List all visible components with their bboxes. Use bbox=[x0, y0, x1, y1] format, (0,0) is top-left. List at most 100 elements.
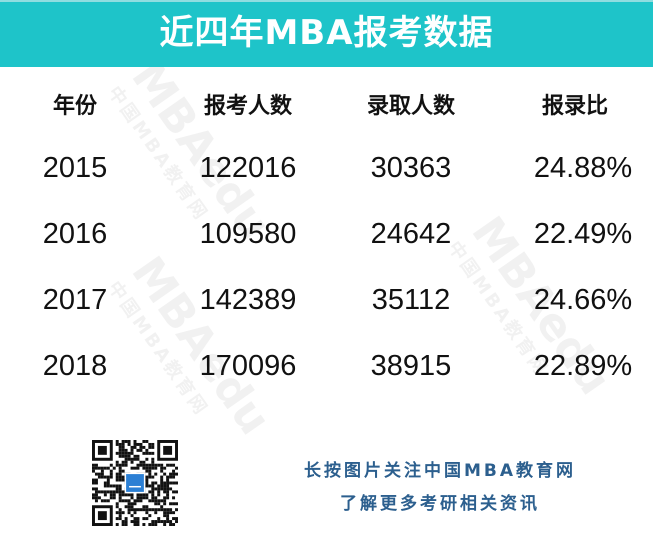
qr-module bbox=[115, 442, 119, 446]
qr-module bbox=[130, 445, 134, 449]
qr-module bbox=[166, 493, 170, 497]
qr-module bbox=[121, 475, 125, 479]
qr-module bbox=[118, 511, 122, 515]
qr-module bbox=[115, 487, 119, 491]
qr-module bbox=[103, 466, 107, 470]
qr-module bbox=[103, 499, 107, 503]
qr-module bbox=[121, 445, 125, 449]
qr-module bbox=[172, 481, 176, 485]
qr-module bbox=[130, 493, 134, 497]
qr-module bbox=[127, 499, 131, 503]
qr-module bbox=[133, 457, 137, 461]
qr-module bbox=[139, 493, 143, 497]
qr-module bbox=[106, 484, 110, 488]
qr-module bbox=[145, 481, 149, 485]
qr-module bbox=[100, 499, 104, 503]
qr-module bbox=[109, 484, 113, 488]
qr-module bbox=[163, 520, 167, 524]
qr-module bbox=[172, 523, 176, 526]
qr-module bbox=[154, 496, 158, 500]
qr-module bbox=[154, 523, 158, 526]
qr-module bbox=[121, 440, 125, 443]
qr-module bbox=[109, 475, 113, 479]
qr-module bbox=[175, 520, 178, 524]
qr-module bbox=[133, 511, 137, 515]
table-cell: 24.66% bbox=[533, 284, 633, 316]
qr-module bbox=[157, 493, 161, 497]
qr-module bbox=[136, 493, 140, 497]
qr-module bbox=[151, 475, 155, 479]
qr-module bbox=[145, 496, 149, 500]
qr-module bbox=[169, 463, 173, 467]
table-cell: 38915 bbox=[370, 350, 452, 382]
qr-module bbox=[103, 481, 107, 485]
qr-module bbox=[121, 523, 125, 526]
qr-module bbox=[145, 451, 149, 455]
qr-module bbox=[169, 475, 173, 479]
qr-module bbox=[92, 481, 95, 485]
qr-module bbox=[106, 490, 110, 494]
qr-module bbox=[124, 493, 128, 497]
qr-module bbox=[169, 523, 173, 526]
qr-module bbox=[124, 499, 128, 503]
qr-module bbox=[133, 523, 137, 526]
qr-module bbox=[109, 496, 113, 500]
qr-module bbox=[118, 517, 122, 521]
qr-module bbox=[124, 460, 128, 464]
qr-module bbox=[157, 484, 161, 488]
qr-module bbox=[157, 487, 161, 491]
qr-module bbox=[136, 454, 140, 458]
qr-module bbox=[142, 517, 146, 521]
qr-module bbox=[103, 490, 107, 494]
qr-module bbox=[124, 457, 128, 461]
qr-module bbox=[151, 451, 155, 455]
qr-module bbox=[103, 493, 107, 497]
qr-module bbox=[154, 520, 158, 524]
qr-module bbox=[109, 490, 113, 494]
qr-module bbox=[112, 496, 116, 500]
qr-module bbox=[166, 517, 170, 521]
qr-module bbox=[145, 466, 149, 470]
qr-module bbox=[154, 511, 158, 515]
qr-module bbox=[151, 466, 155, 470]
qr-module bbox=[136, 496, 140, 500]
qr-module bbox=[163, 523, 167, 526]
qr-module bbox=[160, 508, 164, 512]
qr-module bbox=[127, 493, 131, 497]
qr-module bbox=[127, 442, 131, 446]
qr-module bbox=[148, 499, 152, 503]
qr-module bbox=[148, 463, 152, 467]
qr-module bbox=[112, 466, 116, 470]
qr-module bbox=[100, 469, 104, 473]
qr-module bbox=[118, 487, 122, 491]
qr-module bbox=[163, 499, 167, 503]
qr-module bbox=[97, 490, 101, 494]
qr-module bbox=[115, 490, 119, 494]
qr-module bbox=[100, 475, 104, 479]
table-cell: 22.89% bbox=[533, 350, 633, 382]
qr-module bbox=[94, 496, 98, 500]
qr-module bbox=[169, 520, 173, 524]
qr-module bbox=[127, 505, 131, 509]
qr-module bbox=[130, 496, 134, 500]
qr-module bbox=[121, 448, 125, 452]
qr-module bbox=[126, 474, 144, 492]
qr-module bbox=[127, 454, 131, 458]
qr-module bbox=[172, 502, 176, 506]
qr-module bbox=[136, 457, 140, 461]
table-cell: 24642 bbox=[370, 218, 452, 250]
qr-module bbox=[115, 517, 119, 521]
qr-module bbox=[136, 523, 140, 526]
qr-module bbox=[139, 460, 143, 464]
qr-module bbox=[121, 460, 125, 464]
qr-code-icon[interactable] bbox=[92, 440, 178, 526]
qr-module bbox=[130, 457, 134, 461]
qr-module bbox=[142, 451, 146, 455]
qr-module bbox=[166, 478, 170, 482]
qr-module bbox=[160, 463, 164, 467]
qr-module bbox=[115, 511, 119, 515]
qr-module bbox=[169, 481, 173, 485]
qr-module bbox=[118, 469, 122, 473]
qr-module bbox=[133, 440, 137, 443]
qr-module bbox=[145, 508, 149, 512]
